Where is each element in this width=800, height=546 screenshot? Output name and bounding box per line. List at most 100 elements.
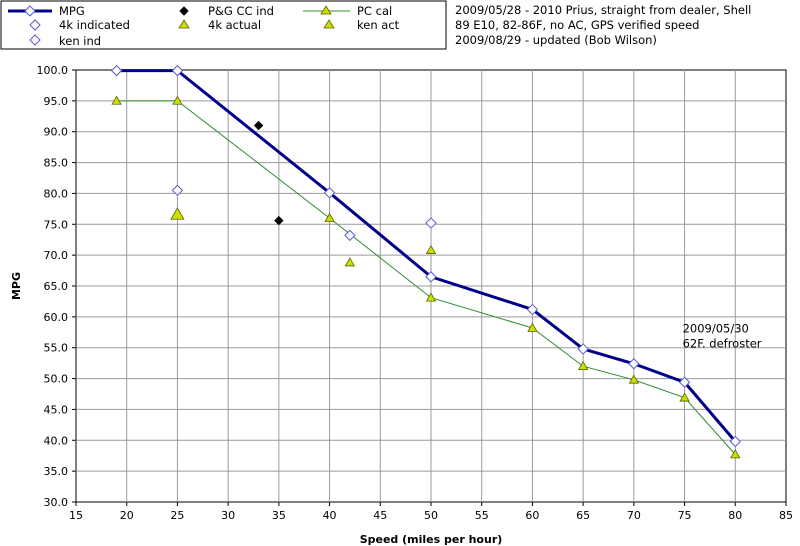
x-tick-label: 60 [525, 509, 539, 522]
legend-4k-indicated-marker [29, 19, 41, 31]
legend-entry-ken-ind: ken ind [29, 34, 101, 48]
data-point-mpg [323, 187, 336, 199]
legend-label-mpg: MPG [59, 4, 85, 18]
data-point-mpg [678, 376, 691, 388]
legend-pc-cal-marker [320, 5, 332, 15]
x-axis-ticks: 15 20 25 30 35 40 45 50 55 60 65 70 75 80 85 [69, 502, 793, 522]
data-point-pc-cal [577, 360, 589, 371]
data-point-ken-act [344, 257, 356, 267]
y-tick-label: 95.0 [44, 95, 69, 108]
legend-ken-act-marker [323, 19, 335, 29]
legend-label-pc-cal: PC cal [357, 4, 392, 18]
gridlines [76, 70, 786, 502]
legend-label-4k-actual: 4k actual [208, 18, 261, 32]
series-4k-actual [170, 207, 185, 220]
notes: 2009/05/28 - 2010 Prius, straight from d… [455, 3, 751, 47]
series-pc-cal [111, 95, 741, 459]
legend-label-pg-cc-ind: P&G CC ind [208, 4, 274, 18]
data-point-pc-cal [679, 392, 690, 402]
x-tick-label: 30 [221, 509, 235, 522]
legend-4k-actual-marker [178, 19, 190, 29]
y-tick-label: 90.0 [44, 126, 69, 139]
annotation-defroster: 2009/05/30 62F. defroster [683, 321, 762, 350]
y-tick-label: 100.0 [37, 64, 69, 77]
x-tick-label: 80 [728, 509, 742, 522]
legend-mpg-marker [24, 5, 36, 17]
series-layer [110, 64, 741, 459]
data-point-mpg [628, 358, 640, 370]
legend-entry-mpg: MPG [8, 4, 85, 18]
x-tick-label: 15 [69, 509, 83, 522]
data-point-mpg [425, 271, 437, 283]
series-p-g-cc-ind [253, 120, 284, 226]
legend: MPG 4k indicated ken ind P&G CC ind 4k a… [0, 0, 447, 50]
y-tick-label: 65.0 [44, 280, 69, 293]
y-tick-label: 35.0 [44, 465, 69, 478]
x-tick-label: 70 [627, 509, 641, 522]
legend-box [0, 0, 447, 50]
y-tick-label: 40.0 [44, 434, 69, 447]
x-tick-label: 50 [424, 509, 438, 522]
data-point-mpg [577, 343, 589, 355]
data-point-pc-cal [527, 322, 538, 332]
y-tick-label: 55.0 [44, 342, 69, 355]
data-point-p-g-cc-ind [253, 120, 264, 131]
x-tick-label: 35 [272, 509, 286, 522]
data-point-4k-actual [170, 207, 185, 220]
legend-label-ken-act: ken act [357, 18, 400, 32]
data-point-ken-ind [344, 229, 356, 242]
y-tick-label: 50.0 [44, 373, 69, 386]
x-tick-label: 45 [373, 509, 387, 522]
series-ken-ind [344, 217, 437, 242]
data-point-ken-act [425, 244, 437, 254]
data-point-pc-cal [172, 95, 183, 105]
legend-entry-pg-cc-ind: P&G CC ind [179, 4, 274, 18]
legend-label-4k-indicated: 4k indicated [59, 18, 130, 32]
note-line-2: 89 E10, 82-86F, no AC, GPS verified spee… [455, 18, 699, 32]
data-point-mpg [526, 303, 539, 316]
data-point-pc-cal [628, 374, 640, 384]
y-tick-label: 85.0 [44, 157, 69, 170]
y-tick-label: 80.0 [44, 187, 69, 200]
data-point-ken-ind [425, 217, 437, 229]
series-4k-indicated [171, 184, 184, 197]
legend-entry-4k-actual: 4k actual [178, 18, 261, 32]
legend-entry-4k-indicated: 4k indicated [29, 18, 130, 32]
x-tick-label: 55 [475, 509, 489, 522]
x-tick-label: 20 [120, 509, 134, 522]
data-point-mpg [729, 435, 741, 448]
y-axis-title: MPG [10, 272, 23, 300]
legend-entry-ken-act: ken act [323, 18, 400, 32]
series-ken-act [344, 244, 437, 267]
y-tick-label: 75.0 [44, 218, 69, 231]
annotation-line-2: 62F. defroster [683, 336, 762, 350]
legend-ken-ind-marker [29, 34, 41, 46]
series-mpg [110, 64, 741, 448]
plot-area: 30.0 35.0 40.0 45.0 50.0 55.0 60.0 65.0 70.0 75.0… [37, 64, 794, 522]
y-tick-label: 45.0 [44, 403, 69, 416]
legend-entry-pc-cal: PC cal [303, 4, 392, 18]
data-point-pc-cal [425, 292, 437, 302]
data-point-mpg [171, 64, 184, 77]
annotation-line-1: 2009/05/30 [683, 321, 749, 335]
data-point-4k-indicated [171, 184, 184, 197]
data-point-mpg [110, 64, 123, 77]
y-tick-label: 70.0 [44, 249, 69, 262]
y-axis-ticks: 30.0 35.0 40.0 45.0 50.0 55.0 60.0 65.0 70.0 75.0… [37, 64, 76, 509]
data-point-p-g-cc-ind [274, 215, 284, 226]
legend-pg-cc-marker [179, 6, 189, 16]
note-line-3: 2009/08/29 - updated (Bob Wilson) [455, 33, 657, 47]
y-tick-label: 60.0 [44, 311, 69, 324]
x-tick-label: 85 [779, 509, 793, 522]
y-tick-label: 30.0 [44, 496, 69, 509]
x-tick-label: 40 [323, 509, 337, 522]
data-point-pc-cal [324, 212, 335, 222]
data-point-pc-cal [111, 95, 122, 105]
x-tick-label: 65 [576, 509, 590, 522]
note-line-1: 2009/05/28 - 2010 Prius, straight from d… [455, 3, 751, 17]
data-point-pc-cal [730, 449, 741, 459]
x-tick-label: 75 [678, 509, 692, 522]
legend-label-ken-ind: ken ind [59, 34, 101, 48]
x-tick-label: 25 [170, 509, 184, 522]
